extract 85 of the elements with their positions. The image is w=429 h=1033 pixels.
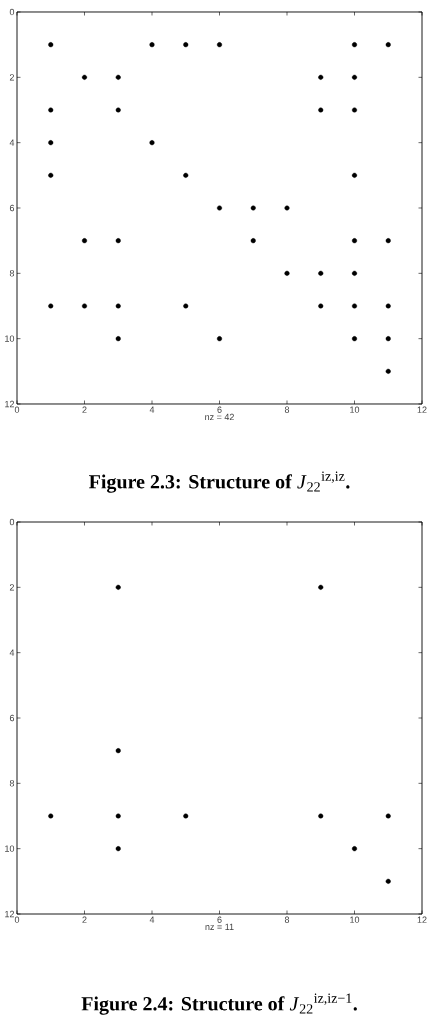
text: Figure 2.3: Structure of J$_{22}$$^{iz,iz}$. (89, 471, 350, 493)
x-tick-label: 8 (284, 916, 290, 923)
y-tick-label: 10 (5, 845, 15, 852)
x-tick-label: 0 (14, 916, 20, 923)
point (318, 107, 324, 113)
point (149, 140, 155, 146)
x-tick-label: 10 (350, 406, 360, 413)
y-tick-label: 4 (9, 139, 15, 146)
point (115, 813, 121, 819)
y-tick-label: 2 (9, 584, 15, 591)
point (284, 270, 290, 276)
point (82, 238, 87, 244)
point (82, 303, 87, 309)
point (318, 74, 324, 80)
point (318, 813, 324, 819)
point (385, 238, 391, 244)
point (318, 303, 324, 309)
y-tick-label: 12 (5, 910, 15, 918)
point (385, 42, 391, 48)
x-tick-label: 2 (82, 916, 87, 923)
point (385, 813, 391, 819)
x-tick-label: 2 (82, 406, 87, 413)
point (352, 846, 357, 852)
point (284, 205, 290, 211)
point (48, 303, 54, 309)
point (385, 336, 391, 342)
y-tick-label: 0 (9, 8, 15, 16)
y-tick-label: 0 (9, 518, 15, 526)
point (352, 238, 357, 244)
point (183, 303, 189, 309)
x-tick-label: 0 (14, 406, 20, 413)
x-tick-label: 12 (417, 916, 427, 923)
point (217, 205, 222, 211)
x-axis-title: nz = 42 (205, 413, 234, 421)
y-tick-label: 10 (5, 335, 15, 342)
point (352, 42, 357, 48)
x-axis-title: nz = 11 (205, 923, 234, 930)
point (115, 238, 121, 244)
point (318, 270, 324, 276)
point (217, 336, 222, 342)
x-tick-label: 12 (417, 406, 427, 413)
point (385, 303, 391, 309)
x-tick-label: 6 (217, 916, 222, 923)
y-tick-label: 6 (9, 714, 15, 722)
point (183, 42, 189, 48)
x-tick-label: 6 (217, 406, 222, 413)
point (183, 813, 189, 819)
point (115, 303, 121, 309)
point (352, 74, 357, 80)
point (352, 107, 357, 113)
point (250, 205, 256, 211)
y-tick-label: 4 (9, 649, 15, 656)
y-tick-label: 6 (9, 204, 15, 212)
x-tick-label: 4 (149, 916, 155, 923)
point (115, 107, 121, 113)
point (352, 303, 357, 309)
point (115, 74, 121, 80)
point (250, 238, 256, 244)
point (352, 172, 357, 178)
x-tick-label: 4 (149, 406, 155, 413)
point (149, 42, 155, 48)
point (183, 172, 189, 178)
point (115, 846, 121, 852)
x-tick-label: 8 (284, 406, 290, 413)
y-tick-label: 8 (9, 780, 15, 787)
point (48, 172, 54, 178)
point (48, 140, 54, 146)
point (48, 813, 54, 819)
point (115, 748, 121, 754)
point (352, 336, 357, 342)
y-tick-label: 2 (9, 74, 15, 81)
point (82, 74, 87, 80)
point (217, 42, 222, 48)
point (48, 42, 54, 48)
text: Figure 2.4: Structure of J$_{22}$$^{iz,iz−1}$. (81, 993, 357, 1015)
x-tick-label: 10 (350, 916, 360, 923)
point (318, 584, 324, 590)
point (115, 584, 121, 590)
point (48, 107, 54, 113)
point (385, 368, 391, 374)
point (385, 878, 391, 884)
y-tick-label: 12 (5, 400, 15, 408)
point (115, 336, 121, 342)
y-tick-label: 8 (9, 270, 15, 277)
point (352, 270, 357, 276)
